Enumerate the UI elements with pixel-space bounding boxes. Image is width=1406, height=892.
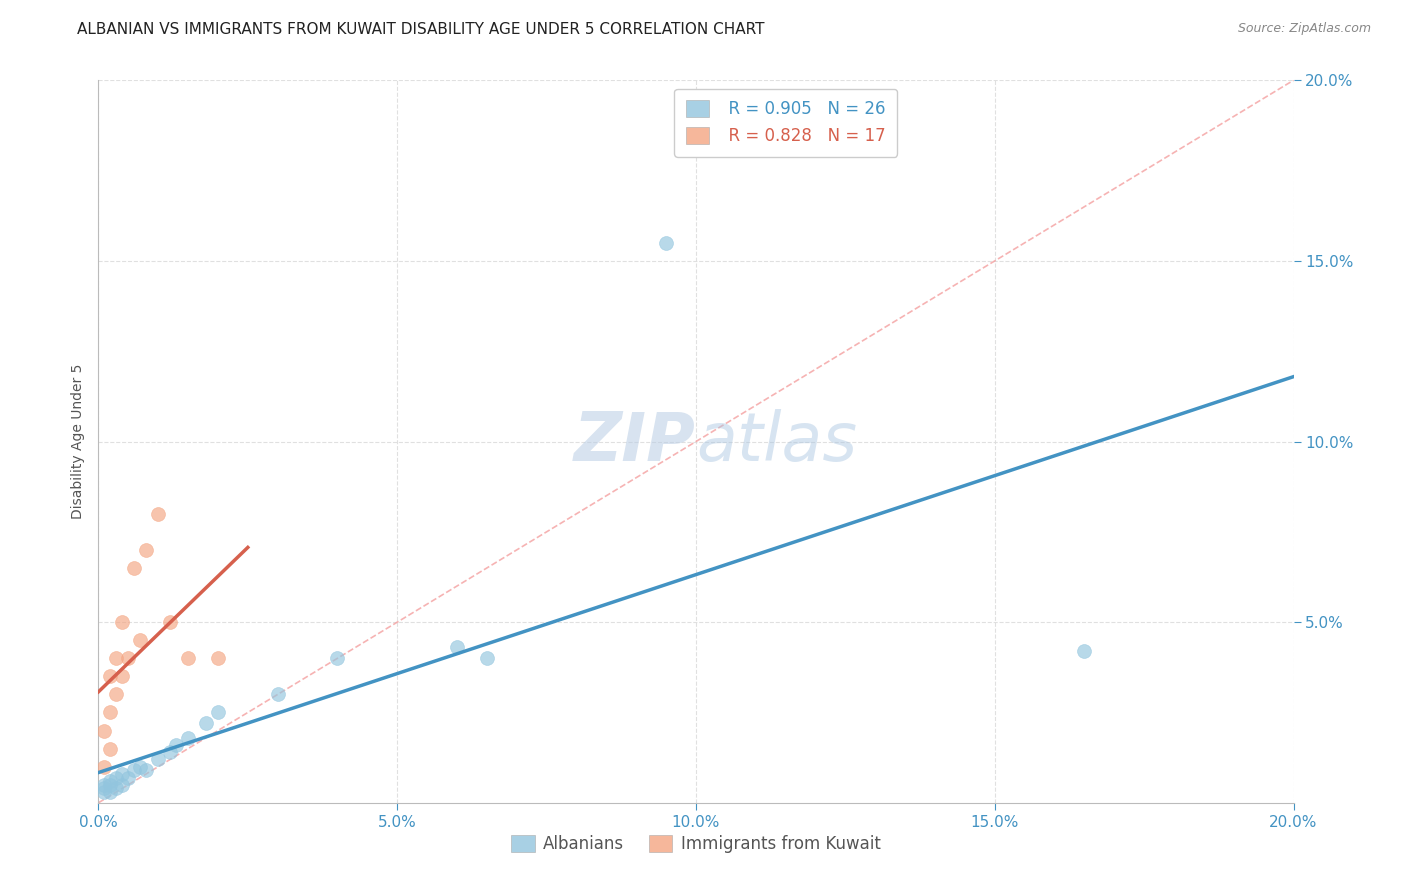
Point <box>111 767 134 781</box>
Point <box>98 741 122 756</box>
Point <box>124 561 146 575</box>
Point <box>105 651 128 665</box>
Point <box>93 778 115 792</box>
Point <box>177 731 200 745</box>
Point <box>655 235 678 250</box>
Point <box>111 615 134 630</box>
Point <box>93 723 115 738</box>
Y-axis label: Disability Age Under 5: Disability Age Under 5 <box>70 364 84 519</box>
Text: ZIP: ZIP <box>574 409 696 475</box>
Text: atlas: atlas <box>696 409 858 475</box>
Point <box>98 706 122 720</box>
Point <box>148 752 170 766</box>
Point <box>135 542 157 557</box>
Point <box>129 633 152 648</box>
Point <box>195 716 218 731</box>
Text: ALBANIAN VS IMMIGRANTS FROM KUWAIT DISABILITY AGE UNDER 5 CORRELATION CHART: ALBANIAN VS IMMIGRANTS FROM KUWAIT DISAB… <box>77 22 765 37</box>
Point <box>129 760 152 774</box>
Point <box>1073 644 1095 658</box>
Point <box>98 669 122 683</box>
Point <box>105 781 128 796</box>
Legend: Albanians, Immigrants from Kuwait: Albanians, Immigrants from Kuwait <box>505 828 887 860</box>
Point <box>105 687 128 701</box>
Point <box>475 651 498 665</box>
Point <box>159 745 181 759</box>
Point <box>148 507 170 521</box>
Point <box>105 771 128 785</box>
Point <box>207 651 229 665</box>
Point <box>98 785 122 799</box>
Point <box>446 640 468 655</box>
Point <box>177 651 200 665</box>
Point <box>207 706 229 720</box>
Point <box>93 781 115 796</box>
Text: Source: ZipAtlas.com: Source: ZipAtlas.com <box>1237 22 1371 36</box>
Point <box>135 764 157 778</box>
Point <box>111 778 134 792</box>
Point <box>117 771 139 785</box>
Point <box>165 738 187 752</box>
Point <box>98 774 122 789</box>
Point <box>326 651 349 665</box>
Point <box>117 651 139 665</box>
Point <box>267 687 290 701</box>
Point <box>159 615 181 630</box>
Point <box>124 764 146 778</box>
Point <box>93 760 115 774</box>
Point <box>98 778 122 792</box>
Point <box>111 669 134 683</box>
Point <box>93 785 115 799</box>
